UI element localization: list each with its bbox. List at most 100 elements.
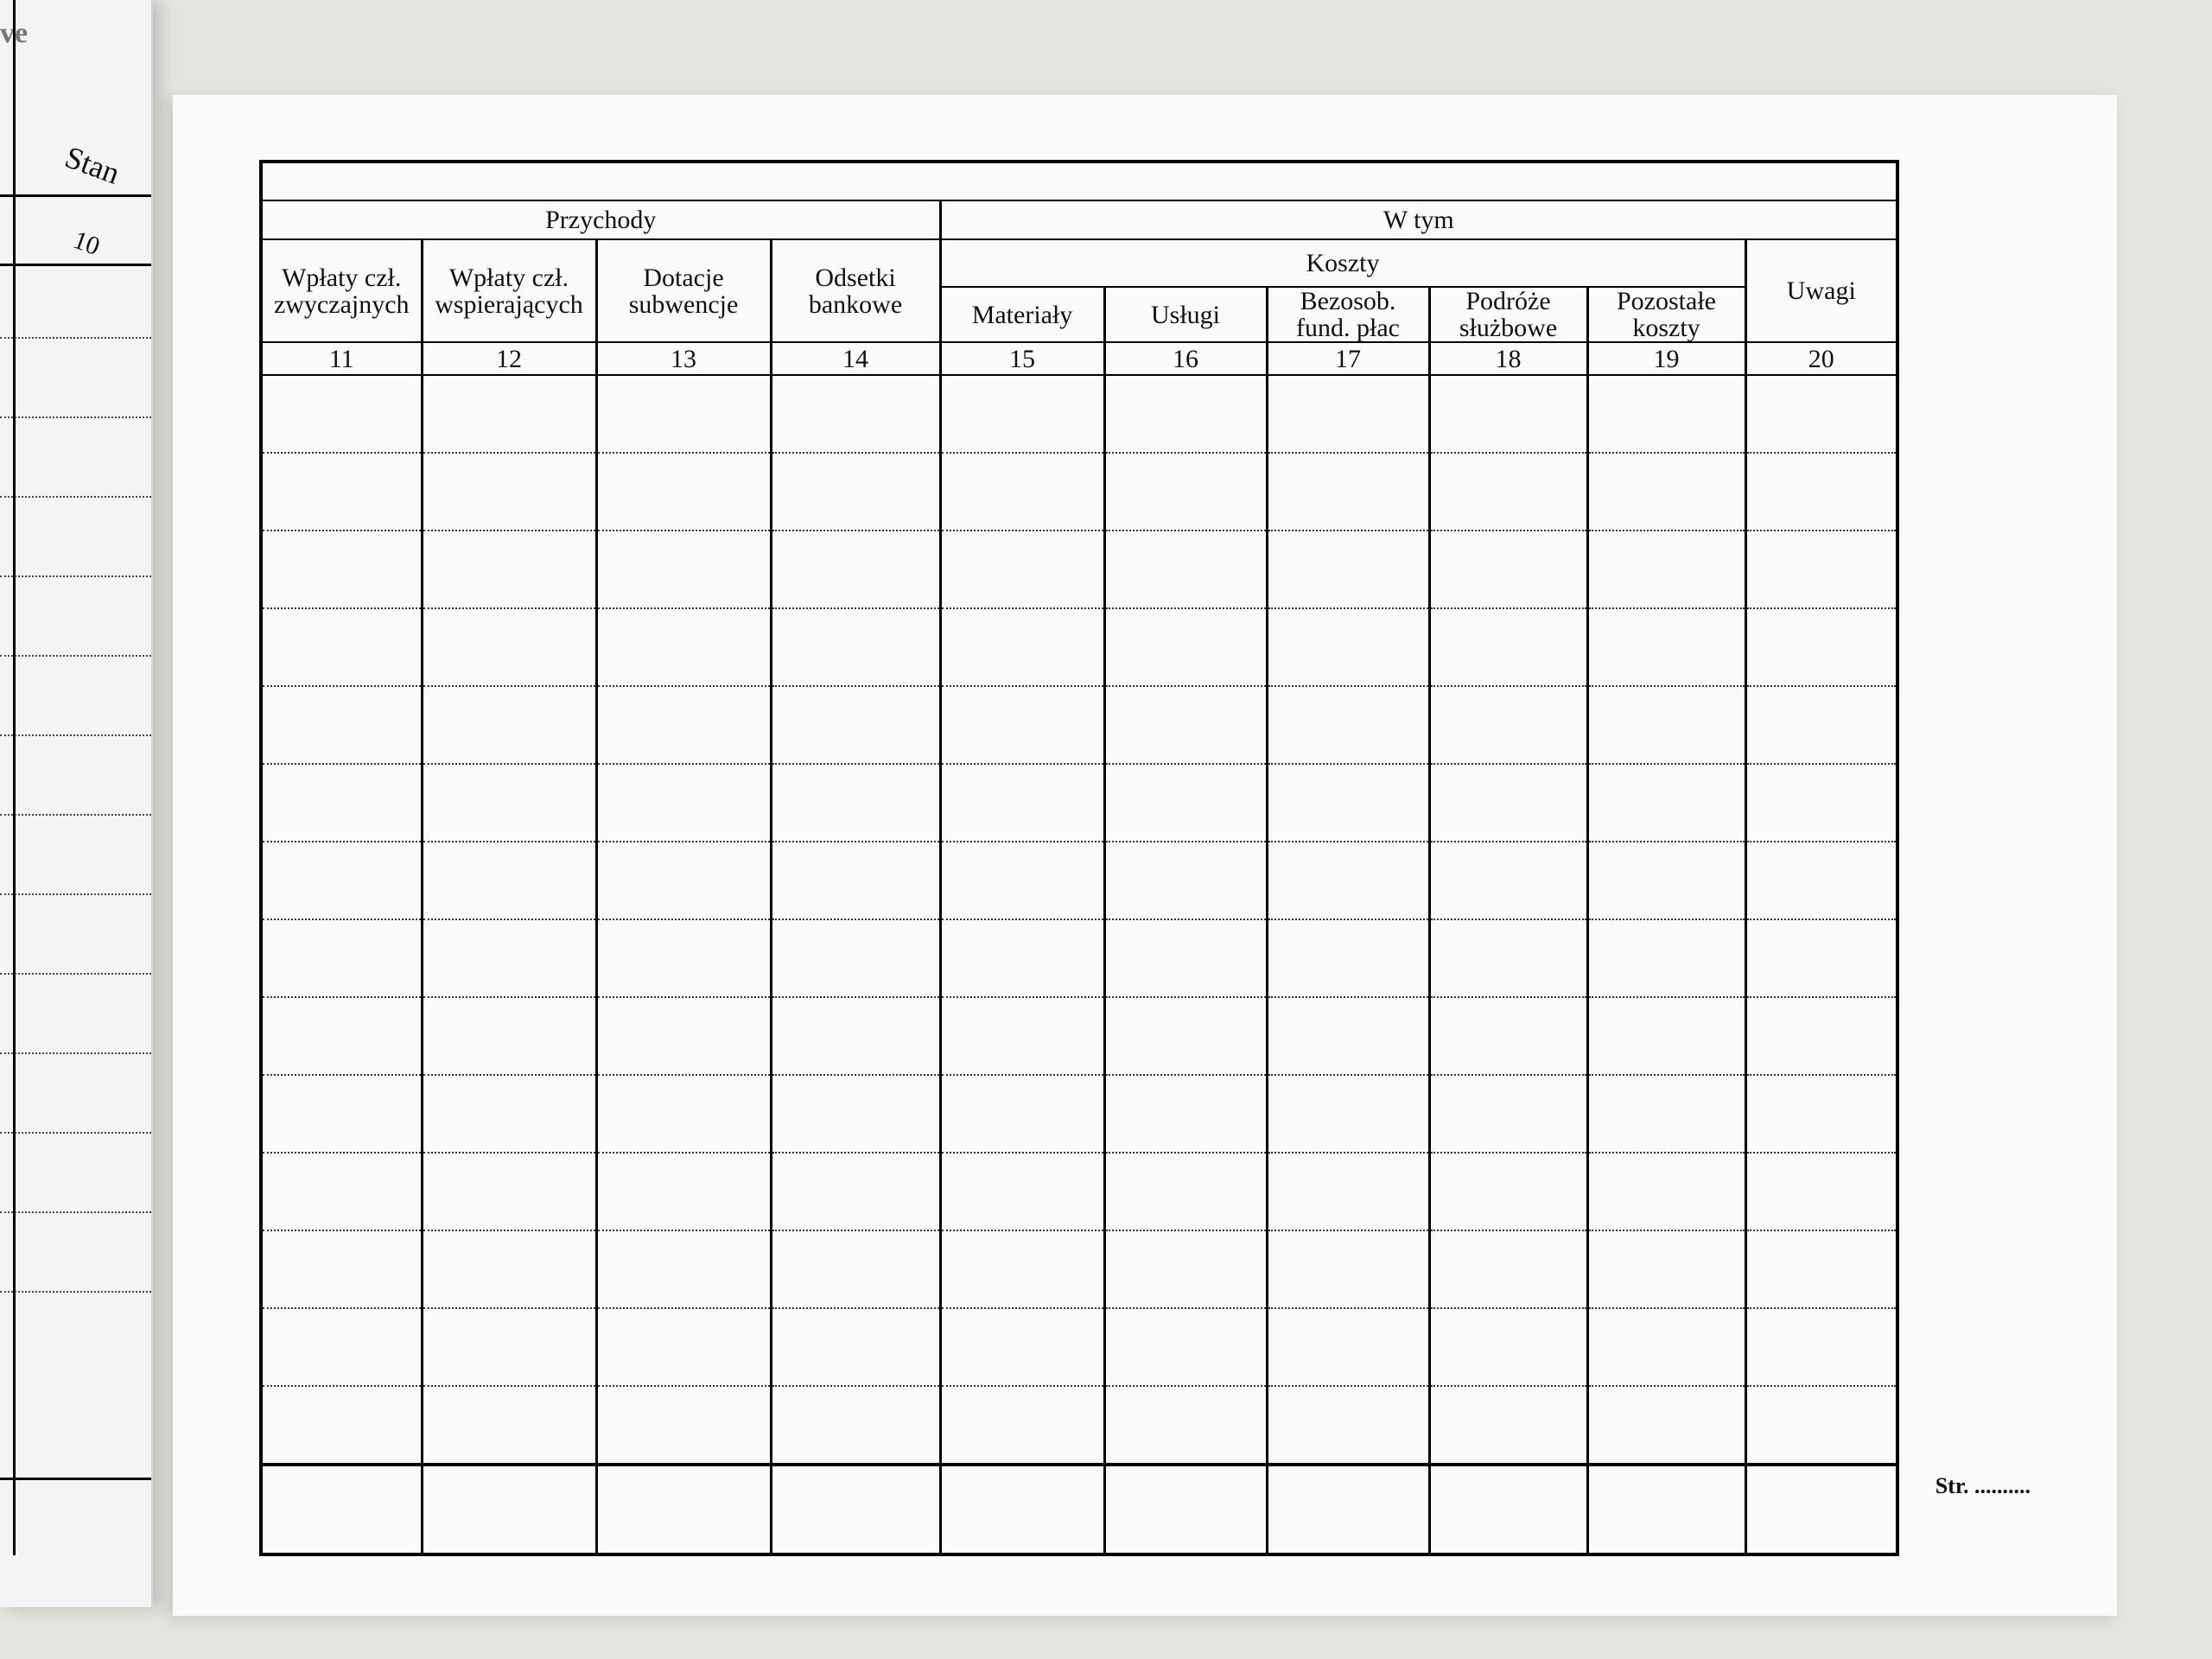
entry-cell: [938, 1075, 1106, 1154]
column-header: Odsetki bankowe: [769, 238, 942, 343]
entry-cell: [938, 997, 1106, 1076]
entry-cell: [259, 1075, 423, 1154]
entry-cell: [420, 842, 598, 920]
entry-cell: [1744, 997, 1899, 1076]
header-line: Materiały: [971, 300, 1073, 329]
total-cell: [1744, 1463, 1899, 1554]
entry-cell: [1744, 842, 1899, 920]
dotted-line: [0, 496, 151, 498]
entry-cell: [420, 686, 598, 765]
entry-cell: [1586, 608, 1747, 687]
column-header: Uwagi: [1744, 238, 1899, 343]
header-line: Bezosob.: [1300, 287, 1396, 315]
entry-cell: [594, 1153, 772, 1231]
costs-header: Koszty: [938, 238, 1747, 288]
group-header: W tym: [938, 200, 1899, 240]
entry-cell: [769, 1075, 942, 1154]
entry-cell: [420, 1386, 598, 1465]
entry-cell: [1103, 375, 1268, 454]
entry-cell: [1744, 1153, 1899, 1231]
entry-cell: [938, 1153, 1106, 1231]
entry-cell: [1427, 1308, 1589, 1387]
column-header: Materiały: [938, 286, 1106, 343]
dotted-line: [0, 973, 151, 975]
dotted-line: [0, 1052, 151, 1054]
entry-cell: [1586, 686, 1747, 765]
entry-cell: [1586, 919, 1747, 998]
header-line: Wpłaty czł.: [448, 263, 569, 292]
entry-cell: [1427, 764, 1589, 842]
header-line: Wpłaty czł.: [282, 263, 402, 292]
entry-cell: [1427, 842, 1589, 920]
entry-cell: [594, 531, 772, 609]
header-line: bankowe: [808, 289, 903, 319]
entry-cell: [1744, 764, 1899, 842]
table-row: 11 12 13 14 15 16 17 18 19 20: [259, 341, 1899, 376]
entry-cell: [1265, 1230, 1431, 1309]
entry-cell: [594, 842, 772, 920]
entry-cell: [1265, 842, 1431, 920]
entry-cell: [420, 919, 598, 998]
total-cell: [1427, 1463, 1589, 1554]
entry-cell: [420, 1075, 598, 1154]
header-line: Podróże: [1465, 287, 1551, 315]
column-header: Wpłaty czł. zwyczajnych: [259, 238, 423, 343]
entry-cell: [938, 531, 1106, 609]
top-strip: [259, 161, 1899, 201]
entry-cell: [259, 686, 423, 765]
entry-cell: [769, 686, 942, 765]
column-number: 12: [420, 341, 598, 376]
entry-cell: [938, 1386, 1106, 1465]
column-number: 17: [1265, 341, 1431, 376]
entry-cell: [594, 608, 772, 687]
entry-cell: [1265, 1153, 1431, 1231]
entry-cell: [1744, 919, 1899, 998]
entry-cell: [769, 608, 942, 687]
header-line: wspierających: [435, 289, 583, 319]
entry-cell: [938, 1230, 1106, 1309]
entry-cell: [1103, 764, 1268, 842]
entry-cell: [1103, 531, 1268, 609]
entry-cell: [1744, 608, 1899, 687]
entry-cell: [1427, 1153, 1589, 1231]
table-row: [259, 1308, 1899, 1387]
rule: [13, 0, 16, 1555]
header-line: Usługi: [1150, 300, 1220, 329]
entry-cell: [1265, 608, 1431, 687]
table-row: [259, 1075, 1899, 1154]
entry-cell: [1265, 453, 1431, 531]
table-row: [259, 453, 1899, 531]
entry-cell: [1744, 686, 1899, 765]
left-page: ve Stan 10: [0, 0, 153, 1607]
column-header: Dotacje subwencje: [594, 238, 772, 343]
entry-cell: [1265, 764, 1431, 842]
entry-cell: [769, 764, 942, 842]
entry-cell: [938, 453, 1106, 531]
column-number: 10: [69, 225, 104, 262]
entry-cell: [259, 1308, 423, 1387]
header-line: Pozostałe: [1617, 287, 1716, 315]
entry-cell: [1103, 1230, 1268, 1309]
entry-cell: [420, 608, 598, 687]
entry-cell: [1427, 997, 1589, 1076]
total-cell: [259, 1463, 423, 1554]
entry-cell: [1265, 997, 1431, 1076]
column-header: Podróże służbowe: [1427, 286, 1589, 343]
total-cell: [420, 1463, 598, 1554]
entry-cell: [594, 1230, 772, 1309]
column-number: 15: [938, 341, 1106, 376]
entry-cell: [1427, 375, 1589, 454]
column-number: 16: [1103, 341, 1268, 376]
column-number: 14: [769, 341, 942, 376]
entry-cell: [1586, 842, 1747, 920]
entry-cell: [594, 1386, 772, 1465]
entry-cell: [420, 453, 598, 531]
table-row: Przychody W tym: [259, 200, 1899, 240]
entry-cell: [1265, 1386, 1431, 1465]
column-number: 20: [1744, 341, 1899, 376]
entry-cell: [259, 1386, 423, 1465]
entry-cell: [1103, 842, 1268, 920]
dotted-line: [0, 337, 151, 339]
entry-cell: [1586, 1075, 1747, 1154]
